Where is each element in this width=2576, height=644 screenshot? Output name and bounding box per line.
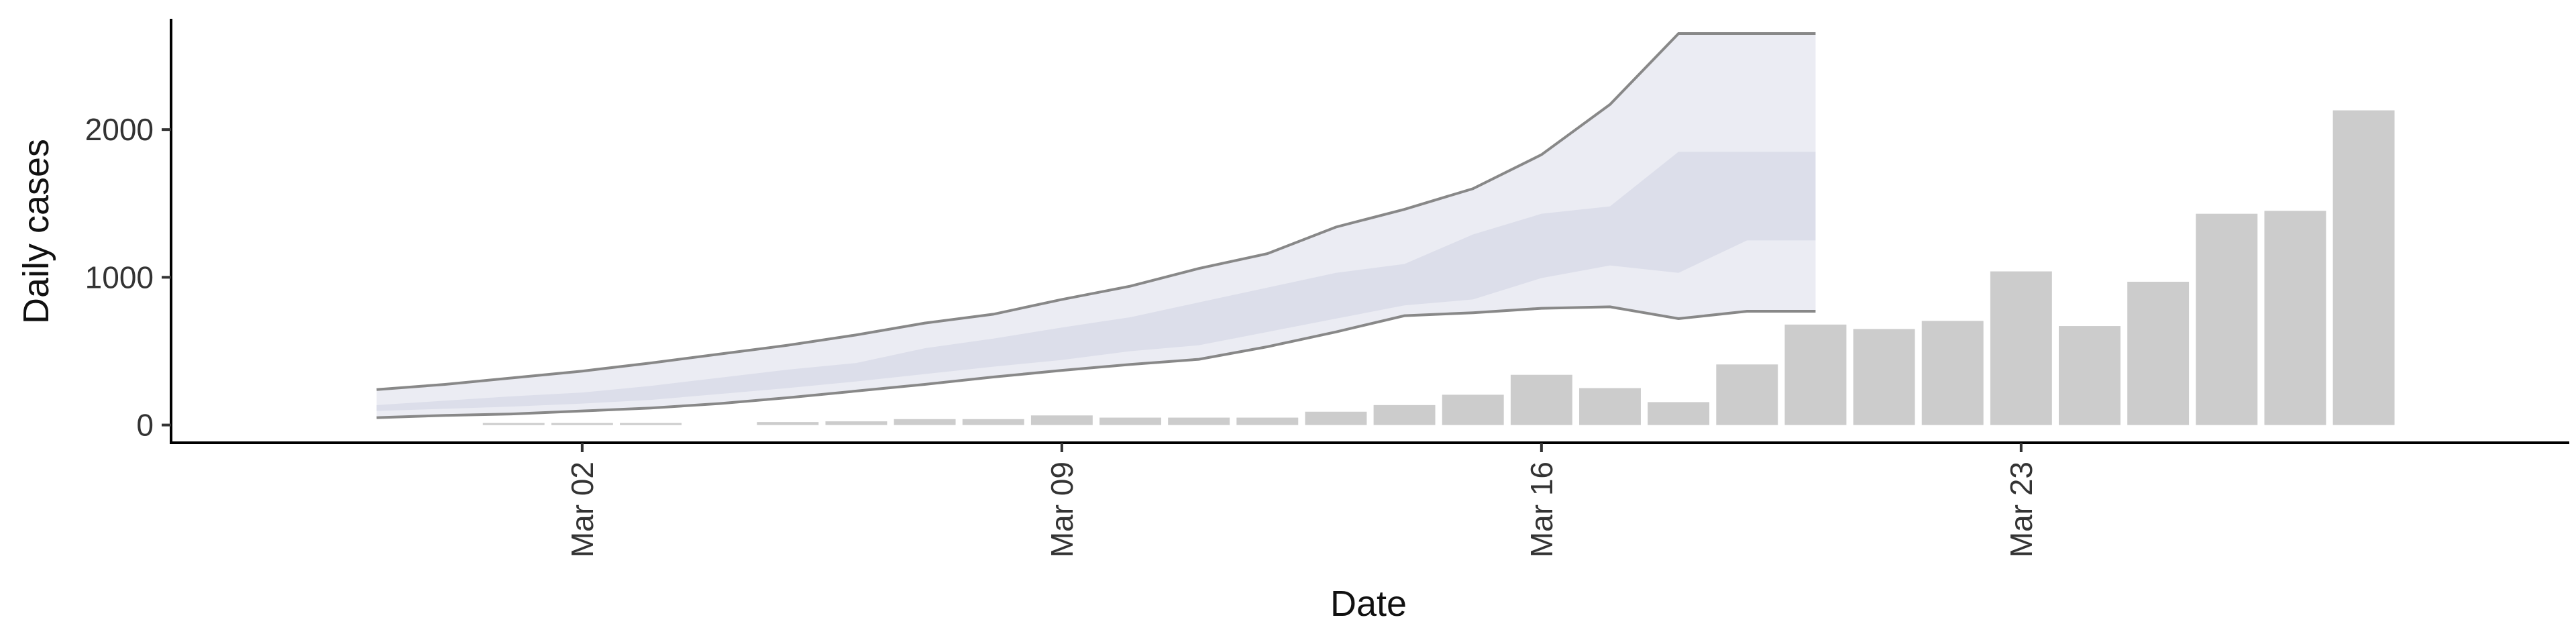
bar-2020-03-17 [1579,388,1641,425]
y-tick-label-1000: 1000 [85,260,154,294]
bar-2020-03-05 [757,422,819,425]
bar-2020-03-08 [962,419,1024,425]
x-tick-label-2020-03-16: Mar 16 [1524,462,1559,557]
bar-2020-03-06 [825,421,888,425]
lower-estimate-line [376,305,1816,419]
bar-2020-03-18 [1648,402,1710,425]
bar-2020-03-16 [1510,374,1572,425]
bar-2020-03-09 [1030,415,1093,425]
bar-2020-03-24 [2059,326,2121,425]
y-axis-title: Daily cases [16,139,56,324]
y-tick-label-0: 0 [136,408,154,443]
x-tick-label-2020-03-23: Mar 23 [2004,462,2039,557]
x-axis-title: Date [1330,584,1407,624]
bar-2020-03-22 [1921,321,1984,425]
bar-2020-03-27 [2264,211,2326,425]
bar-2020-03-11 [1168,417,1230,425]
bar-2020-03-23 [1990,271,2052,425]
bar-2020-03-14 [1373,405,1436,425]
bar-2020-03-25 [2127,281,2190,425]
axis-layer [170,19,2569,444]
bar-2020-03-07 [894,419,956,425]
bar-2020-03-10 [1099,417,1161,425]
bar-2020-03-13 [1305,411,1367,425]
bar-2020-03-20 [1784,324,1847,425]
tick-layer: 0 1000 2000 Mar 02 Mar 09 Mar 16 Mar 23 [85,112,2039,557]
x-tick-label-2020-03-02: Mar 02 [565,462,600,557]
bar-2020-03-21 [1853,329,1915,425]
bar-2020-03-28 [2332,110,2395,425]
bar-layer [482,110,2395,425]
bar-2020-03-03 [620,423,682,425]
upper-estimate-line [376,32,1816,391]
y-tick-label-2000: 2000 [85,112,154,147]
estimate-band-layer [376,32,1816,419]
bar-2020-03-19 [1716,364,1778,425]
bar-2020-03-02 [551,423,613,425]
bar-2020-03-26 [2196,213,2258,425]
bar-2020-03-12 [1236,417,1299,425]
middle-estimate-band [376,152,1816,411]
bar-2020-03-15 [1442,394,1504,425]
x-tick-label-2020-03-09: Mar 09 [1044,462,1079,557]
bar-2020-03-01 [482,423,545,425]
